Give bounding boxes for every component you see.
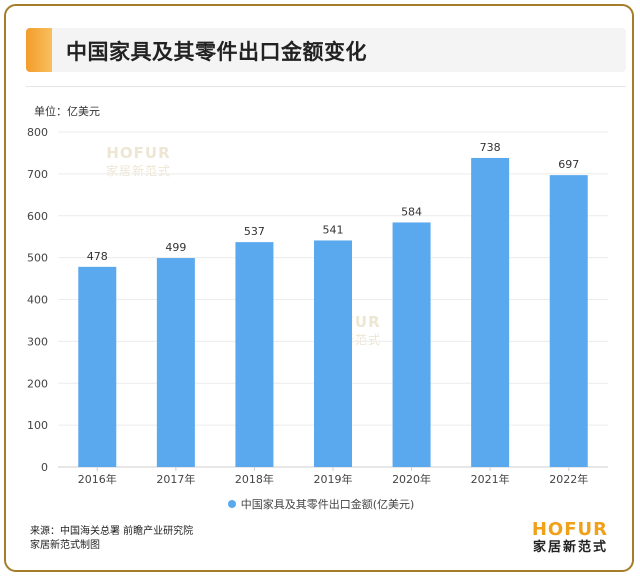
source-line-2: 家居新范式制图 [30, 540, 100, 551]
bar-value-label: 738 [480, 141, 501, 154]
bar [156, 258, 195, 467]
title-divider [26, 86, 626, 87]
bar [471, 157, 510, 467]
y-tick-label: 0 [41, 461, 48, 474]
bar-value-label: 499 [165, 241, 186, 254]
watermark-top: HOFUR 家居新范式 [106, 144, 171, 179]
logo-cn: 家居新范式 [532, 540, 608, 555]
watermark-top-en: HOFUR [106, 144, 171, 162]
legend-label: 中国家具及其零件出口金额(亿美元) [240, 498, 415, 511]
bar-value-label: 478 [87, 250, 108, 263]
chart-title: 中国家具及其零件出口金额变化 [66, 40, 367, 64]
bar-value-label: 541 [323, 223, 344, 236]
brand-logo: HOFUR 家居新范式 [532, 520, 608, 556]
title-accent [26, 28, 52, 72]
watermark-top-cn: 家居新范式 [106, 164, 172, 178]
source-line-1: 来源：中国海关总署 前瞻产业研究院 [30, 526, 194, 537]
logo-en: HOFUR [531, 519, 608, 540]
y-tick-label: 600 [27, 210, 48, 223]
y-tick-label: 200 [27, 377, 48, 390]
y-tick-label: 300 [27, 335, 48, 348]
bar [392, 222, 431, 467]
bar [314, 240, 352, 467]
y-tick-label: 100 [27, 419, 48, 432]
legend-swatch [227, 500, 236, 508]
x-tick-label: 2020年 [392, 472, 431, 486]
source-note: 来源：中国海关总署 前瞻产业研究院 家居新范式制图 [30, 525, 193, 553]
unit-label: 单位：亿美元 [34, 105, 100, 118]
title-bar: 中国家具及其零件出口金额变化 [26, 28, 626, 72]
y-tick-label: 500 [27, 252, 48, 265]
x-tick-label: 2022年 [549, 472, 588, 486]
bar [235, 242, 274, 467]
chart-card: 中国家具及其零件出口金额变化 单位：亿美元 HOFUR 家居新范式 HOFUR … [4, 4, 634, 572]
bar [549, 175, 588, 467]
y-tick-label: 700 [27, 168, 48, 181]
bar-value-label: 697 [558, 158, 579, 171]
y-tick-label: 800 [27, 126, 48, 139]
x-tick-label: 2021年 [471, 472, 510, 486]
x-tick-label: 2018年 [235, 472, 274, 486]
x-tick-label: 2016年 [78, 472, 117, 486]
x-tick-label: 2017年 [156, 472, 195, 486]
y-tick-label: 400 [27, 294, 48, 307]
bar-value-label: 537 [244, 225, 265, 238]
legend: 中国家具及其零件出口金额(亿美元) [6, 496, 632, 512]
x-tick-label: 2019年 [314, 472, 353, 486]
bar-value-label: 584 [401, 205, 422, 218]
bar [78, 266, 117, 467]
